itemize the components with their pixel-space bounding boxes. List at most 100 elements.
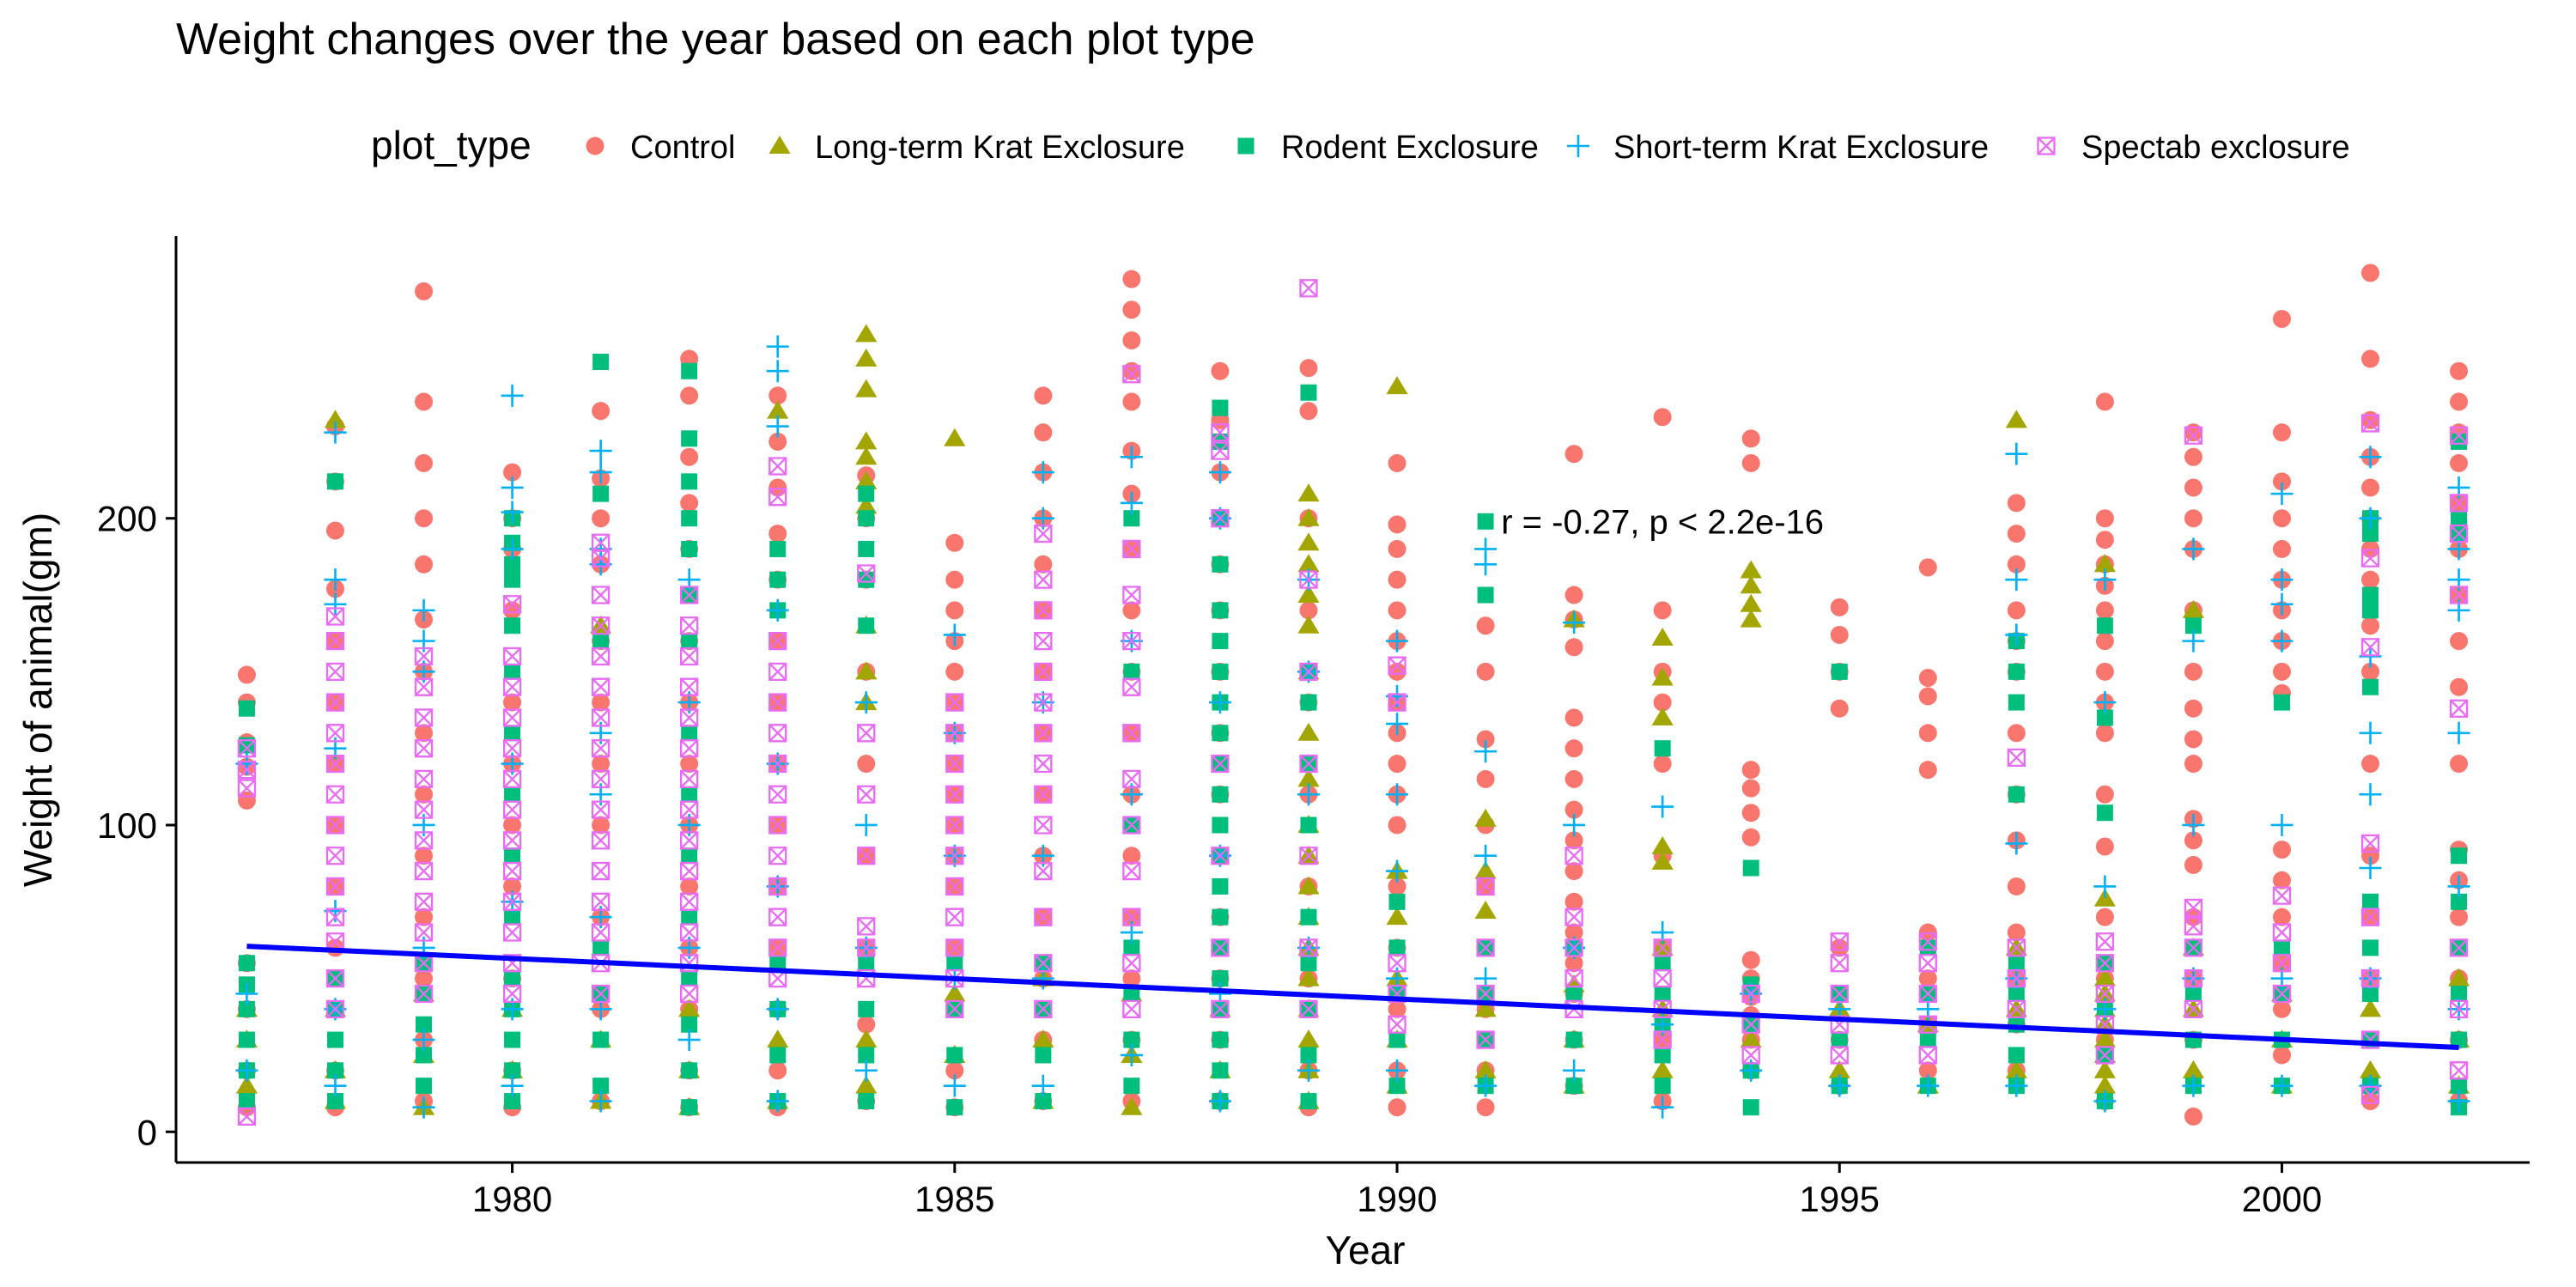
data-point-rodent-exclosure <box>681 430 698 447</box>
data-point-rodent-exclosure <box>2273 939 2290 956</box>
data-point-rodent-exclosure <box>1212 633 1229 650</box>
data-point-rodent-exclosure <box>1477 513 1494 530</box>
data-point-rodent-exclosure <box>326 1062 343 1079</box>
data-point-rodent-exclosure <box>504 663 521 680</box>
data-point-control <box>2272 509 2291 528</box>
data-point-control <box>415 969 434 988</box>
data-point-control <box>415 908 434 926</box>
data-point-short-term-krat-exclosure <box>766 598 789 622</box>
data-point-spectab-exclosure <box>2360 414 2380 433</box>
data-points <box>235 264 2470 1126</box>
data-point-rodent-exclosure <box>238 1093 255 1110</box>
data-point-spectab-exclosure <box>237 739 257 758</box>
data-point-control <box>2361 755 2380 774</box>
data-point-short-term-krat-exclosure <box>2359 783 2382 806</box>
data-point-rodent-exclosure <box>1212 786 1229 803</box>
data-point-control <box>1476 616 1495 635</box>
data-point-control <box>2184 908 2202 926</box>
data-point-spectab-exclosure <box>1034 999 1053 1019</box>
data-point-control <box>2095 724 2114 743</box>
data-point-rodent-exclosure <box>1123 1031 1140 1048</box>
data-point-spectab-exclosure <box>414 769 434 789</box>
data-point-control <box>1388 877 1406 895</box>
data-point-control <box>1918 1061 1937 1080</box>
data-point-short-term-krat-exclosure <box>2447 1090 2470 1113</box>
data-point-rodent-exclosure <box>504 555 521 573</box>
data-point-control <box>2184 699 2202 718</box>
data-point-long-term-krat-exclosure <box>944 428 966 446</box>
data-point-short-term-krat-exclosure <box>2093 1090 2117 1113</box>
data-point-spectab-exclosure <box>1211 938 1230 957</box>
data-point-long-term-krat-exclosure <box>1740 609 1762 628</box>
data-point-control <box>1918 668 1937 687</box>
data-point-spectab-exclosure <box>591 800 611 819</box>
data-point-control <box>1388 453 1406 472</box>
data-point-spectab-exclosure <box>680 647 699 666</box>
data-point-spectab-exclosure <box>2360 1085 2380 1105</box>
data-point-spectab-exclosure <box>1211 999 1230 1019</box>
data-point-spectab-exclosure <box>945 724 964 743</box>
data-point-control <box>1653 601 1672 620</box>
data-point-control <box>2095 531 2114 549</box>
data-point-control <box>1034 555 1053 574</box>
data-point-long-term-krat-exclosure <box>1740 1029 1762 1048</box>
data-point-spectab-exclosure <box>1034 724 1053 743</box>
data-point-control <box>680 877 699 895</box>
data-point-long-term-krat-exclosure <box>1386 376 1408 395</box>
data-point-control <box>2007 923 2026 942</box>
data-point-spectab-exclosure <box>1211 423 1230 442</box>
data-point-rodent-exclosure <box>416 1016 433 1033</box>
data-point-control <box>2007 494 2026 513</box>
data-point-spectab-exclosure <box>680 923 699 942</box>
data-point-control <box>1564 769 1583 788</box>
data-point-rodent-exclosure <box>2184 617 2202 634</box>
data-point-control <box>1122 601 1141 620</box>
data-point-spectab-exclosure <box>2449 426 2469 445</box>
data-point-short-term-krat-exclosure <box>1563 1059 1586 1082</box>
data-point-short-term-krat-exclosure <box>1563 611 1586 634</box>
data-point-rodent-exclosure <box>1388 1031 1406 1048</box>
data-point-long-term-krat-exclosure <box>1474 808 1497 827</box>
data-point-rodent-exclosure <box>1654 1047 1671 1064</box>
data-point-spectab-exclosure <box>1299 754 1318 774</box>
data-point-spectab-exclosure <box>502 595 522 614</box>
data-point-short-term-krat-exclosure <box>2359 507 2382 530</box>
data-point-spectab-exclosure <box>769 662 787 681</box>
data-point-control <box>2361 570 2380 589</box>
data-point-rodent-exclosure <box>504 847 521 865</box>
data-point-rodent-exclosure <box>2451 847 2468 865</box>
data-point-long-term-krat-exclosure <box>855 1029 878 1048</box>
data-point-control <box>857 755 876 774</box>
data-point-short-term-krat-exclosure <box>2270 629 2293 653</box>
data-point-spectab-exclosure <box>1122 631 1141 651</box>
data-point-rodent-exclosure <box>681 1062 698 1079</box>
data-point-rodent-exclosure <box>326 1031 343 1048</box>
data-point-long-term-krat-exclosure <box>1651 707 1674 725</box>
data-point-short-term-krat-exclosure <box>943 1074 966 1097</box>
data-point-rodent-exclosure <box>1654 1078 1671 1095</box>
data-point-spectab-exclosure <box>1388 693 1406 712</box>
data-point-long-term-krat-exclosure <box>855 446 878 465</box>
data-point-spectab-exclosure <box>325 754 345 774</box>
data-point-spectab-exclosure <box>2184 968 2203 988</box>
data-point-short-term-krat-exclosure <box>2182 629 2205 653</box>
data-point-short-term-krat-exclosure <box>1474 844 1498 867</box>
data-point-rodent-exclosure <box>1212 663 1229 680</box>
data-point-control <box>1122 270 1141 288</box>
data-point-spectab-exclosure <box>591 861 611 881</box>
data-point-rodent-exclosure <box>2362 985 2379 1002</box>
data-point-control <box>1388 1098 1406 1117</box>
data-point-long-term-krat-exclosure <box>944 983 966 1002</box>
data-point-control <box>2095 785 2114 804</box>
data-point-rodent-exclosure <box>2451 433 2468 450</box>
data-point-spectab-exclosure <box>1034 861 1053 881</box>
data-point-spectab-exclosure <box>1122 816 1141 835</box>
data-point-long-term-krat-exclosure <box>2093 968 2116 986</box>
legend-key-spectab-exclosure <box>2037 137 2056 155</box>
data-point-rodent-exclosure <box>2362 525 2379 543</box>
data-point-spectab-exclosure <box>1034 754 1053 774</box>
data-point-short-term-krat-exclosure <box>2005 832 2028 855</box>
data-point-control <box>1299 359 1318 378</box>
data-point-short-term-krat-exclosure <box>2093 875 2117 898</box>
data-point-rodent-exclosure <box>1300 908 1317 926</box>
